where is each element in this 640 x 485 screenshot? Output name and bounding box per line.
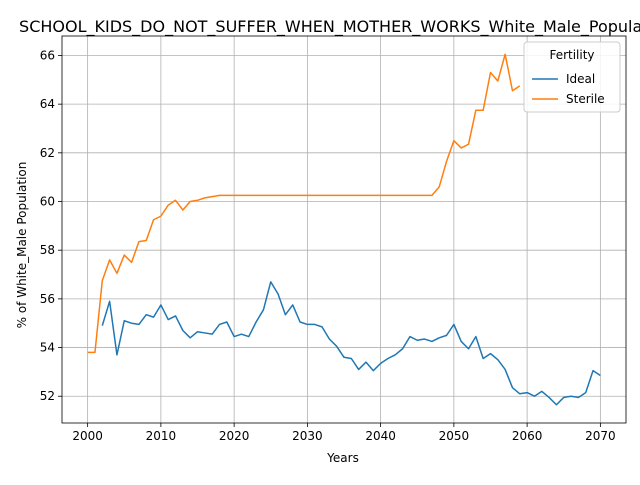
series-lines: [88, 54, 601, 405]
x-tick-label: 2030: [292, 429, 323, 443]
x-tick-label: 2060: [512, 429, 543, 443]
y-axis-label: % of White_Male Population: [15, 162, 29, 329]
y-tick-label: 66: [40, 48, 55, 62]
x-tick-label: 2050: [439, 429, 470, 443]
series-line-ideal: [102, 282, 600, 405]
legend-title: Fertility: [549, 48, 594, 62]
y-tick-label: 52: [40, 389, 55, 403]
y-tick-label: 54: [40, 341, 55, 355]
legend-label-sterile: Sterile: [566, 92, 605, 106]
legend: Fertility Ideal Sterile: [524, 42, 620, 112]
legend-label-ideal: Ideal: [566, 72, 595, 86]
y-tick-label: 60: [40, 195, 55, 209]
x-axis-label: Years: [326, 451, 359, 465]
series-line-sterile: [88, 54, 520, 352]
x-tick-label: 2040: [365, 429, 396, 443]
y-tick-label: 62: [40, 146, 55, 160]
y-tick-label: 64: [40, 97, 55, 111]
y-tick-label: 56: [40, 292, 55, 306]
x-tick-label: 2010: [146, 429, 177, 443]
x-tick-label: 2020: [219, 429, 250, 443]
y-tick-label: 58: [40, 243, 55, 257]
x-tick-label: 2070: [585, 429, 616, 443]
chart-title: SCHOOL_KIDS_DO_NOT_SUFFER_WHEN_MOTHER_WO…: [19, 17, 640, 37]
x-tick-label: 2000: [72, 429, 103, 443]
